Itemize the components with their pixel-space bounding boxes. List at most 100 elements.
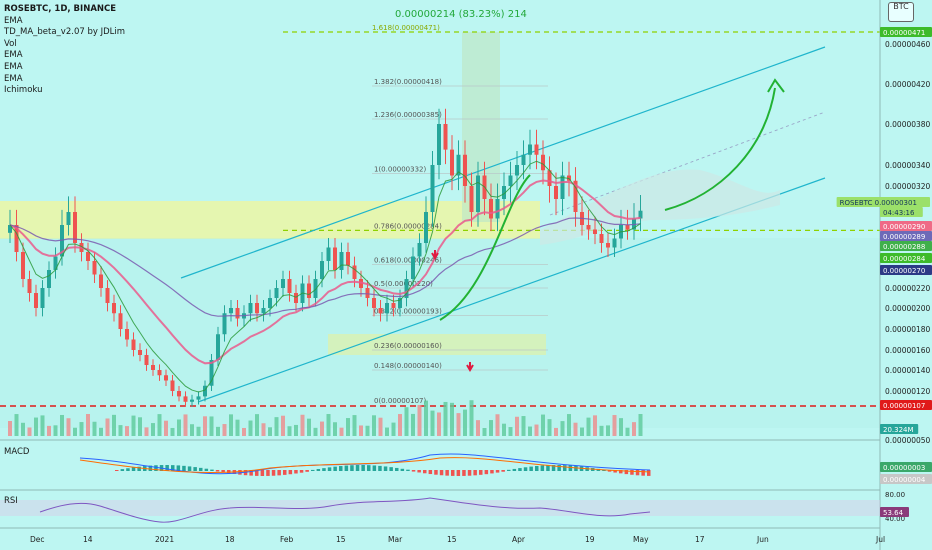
candle-body (547, 170, 552, 186)
volume-bar (547, 419, 552, 436)
candle-body (21, 252, 25, 279)
volume-bar (476, 420, 480, 436)
volume-bar (573, 422, 578, 436)
volume-bar (307, 418, 311, 436)
candle-body (463, 154, 467, 186)
volume-bar (632, 422, 636, 436)
volume-bar (515, 416, 519, 436)
indicator-vol[interactable]: Vol (4, 38, 17, 49)
macd-histogram-bar (607, 470, 612, 472)
price-label-badge (880, 27, 932, 37)
candle-body (105, 288, 110, 303)
currency-button[interactable]: BTC (888, 2, 914, 22)
volume-bar (105, 418, 110, 436)
macd-histogram-bar (238, 470, 242, 475)
macd-histogram-bar (484, 470, 489, 475)
volume-bar (112, 414, 116, 436)
candle-body (625, 225, 630, 230)
fib-label-9: 0.148(0.00000140) (374, 362, 442, 370)
candle-body (560, 175, 565, 199)
candle-body (586, 225, 591, 230)
indicator-ema-2[interactable]: EMA (4, 50, 23, 61)
price-label-text: 0.00000288 (883, 243, 925, 251)
price-label-text: 0.00000003 (883, 464, 925, 472)
volume-bar (352, 415, 357, 436)
fib-label-10: 0(0.00000107) (374, 397, 426, 405)
candle-body (612, 238, 617, 248)
candle-body (443, 124, 448, 150)
volume-bar (261, 423, 266, 436)
candle-body (86, 252, 90, 261)
candle-body (183, 396, 188, 402)
macd-histogram-bar (311, 469, 315, 471)
volume-bar (34, 417, 38, 436)
fib-label-6: 0.5(0.00000220) (374, 280, 433, 288)
indicator-ema-1[interactable]: EMA (4, 15, 23, 26)
volume-bar (73, 427, 77, 436)
green-arc-projection (664, 87, 776, 211)
macd-histogram-bar (204, 468, 209, 471)
macd-pane-label[interactable]: MACD (4, 447, 30, 457)
macd-histogram-bar (266, 470, 270, 476)
macd-histogram-bar (361, 465, 365, 471)
macd-histogram-bar (288, 470, 293, 475)
price-axis-tick: 0.00000180 (885, 325, 931, 334)
volume-bar (216, 426, 220, 436)
price-axis-tick: 0.00000380 (885, 120, 931, 129)
macd-histogram-bar (400, 468, 405, 471)
fib-label-0: 1.618(0.00000471) (372, 24, 440, 32)
candle-body (92, 261, 97, 275)
macd-histogram-bar (395, 467, 399, 471)
volume-bar (27, 427, 32, 436)
indicator-ema-3[interactable]: EMA (4, 61, 23, 72)
macd-histogram-bar (523, 467, 528, 471)
red-down-arrow-2 (431, 250, 439, 260)
price-label-badge (880, 221, 932, 231)
candle-body (203, 385, 207, 397)
volume-bar (79, 422, 84, 436)
volume-bar (495, 414, 500, 436)
volume-bar (560, 421, 565, 436)
rsi-line (39, 497, 651, 523)
macd-histogram-bar (635, 470, 640, 476)
macd-histogram-bar (187, 466, 192, 471)
macd-histogram-bar (350, 465, 354, 471)
ichimoku-cloud (540, 169, 780, 245)
volume-bar (326, 414, 331, 436)
volume-bar (469, 400, 474, 436)
candle-body (313, 279, 318, 298)
indicator-ema-4[interactable]: EMA (4, 73, 23, 84)
candle-body (469, 186, 474, 212)
volume-bar (8, 421, 12, 436)
volume-bar (443, 401, 448, 436)
price-label-text: 0.00000270 (883, 267, 925, 275)
volume-bar (333, 422, 337, 436)
time-axis-tick: 18 (225, 535, 235, 544)
candle-body (339, 252, 344, 270)
volume-bar (196, 426, 201, 436)
volume-bar (567, 414, 571, 436)
macd-histogram-bar (434, 470, 438, 475)
candle-body (424, 212, 428, 243)
fib-label-3: 1(0.00000332) (374, 165, 426, 173)
volume-bar (40, 415, 45, 436)
volume-bar (430, 410, 435, 436)
candle-body (398, 298, 402, 308)
price-label-text: 0.00000471 (883, 29, 925, 37)
volume-bar (450, 402, 454, 436)
candle-body (573, 180, 578, 212)
candle-body (541, 154, 545, 171)
price-axis-tick: 0.00000050 (885, 436, 931, 445)
indicator-ichimoku[interactable]: Ichimoku (4, 85, 43, 96)
macd-histogram-bar (596, 468, 601, 471)
volume-bar (625, 427, 630, 436)
macd-histogram-bar (367, 465, 371, 471)
candle-body (287, 279, 292, 293)
time-axis-tick: 17 (695, 535, 705, 544)
price-label-badge (880, 400, 932, 410)
indicator-td-ma[interactable]: TD_MA_beta_v2.07 by JDLim (4, 27, 126, 38)
candle-body (346, 252, 350, 266)
macd-histogram-bar (619, 470, 623, 474)
rsi-pane-label[interactable]: RSI (4, 496, 18, 506)
